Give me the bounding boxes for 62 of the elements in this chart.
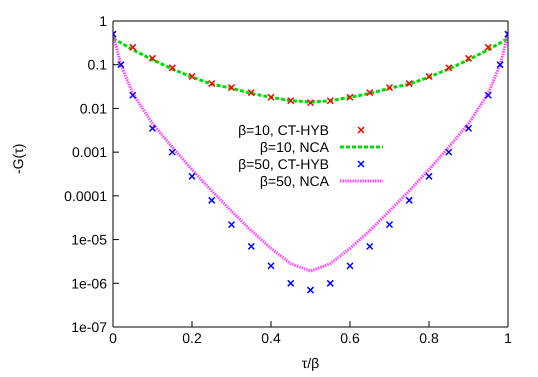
point [248,242,255,250]
point [406,80,413,88]
point [208,80,216,88]
point [208,196,216,204]
point [168,64,176,72]
x-tick-label: 0.2 [182,330,202,346]
y-tick-label: 1e-05 [71,232,108,248]
point [484,92,492,100]
x-axis-title: τ/β [302,355,320,371]
legend-label: β=50, CT-HYB [238,156,329,172]
point [425,72,433,80]
x-tick-label: 0.6 [340,330,360,346]
x-tick-label: 0.4 [261,330,281,346]
point [346,94,354,102]
point [287,280,294,288]
legend-label: β=10, CT-HYB [238,122,329,138]
x-tick-label: 0 [109,330,118,346]
point [129,44,136,52]
line-series [113,36,508,104]
point [129,92,136,100]
point [366,242,374,250]
point [386,220,394,228]
point [248,88,255,96]
point [148,124,156,132]
y-tick-label: 0.001 [72,144,108,160]
point [148,54,156,62]
y-tick-label: 1 [99,12,108,29]
x-tick-label: 1 [504,330,512,346]
point [188,172,196,180]
point [306,286,314,294]
y-axis-title: -G(τ) [10,144,26,174]
legend-label: β=50, NCA [260,172,329,188]
y-tick-label: 0.0001 [64,188,108,204]
point [464,124,472,132]
point [484,44,492,52]
point [386,84,394,92]
point [406,196,413,204]
point [287,96,294,104]
point [326,280,334,288]
point [496,60,504,68]
point [306,98,314,106]
point [228,84,236,92]
y-tick-label: 0.01 [80,100,108,116]
point [464,54,472,62]
point [117,60,125,68]
y-tick-label: 1e-06 [71,275,108,292]
point [366,88,374,96]
point [168,148,176,156]
line-series [113,32,508,273]
point [188,72,196,80]
point [326,96,334,104]
y-tick-label: 1e-07 [71,318,108,335]
point [445,64,452,72]
point [228,220,236,228]
y-tick-label: 0.1 [88,56,108,73]
point [445,148,452,156]
x-tick-label: 0.8 [419,330,439,346]
point [267,262,275,270]
point [267,94,275,102]
legend-label: β=10, NCA [260,138,329,154]
point [425,172,433,180]
point [346,262,354,270]
